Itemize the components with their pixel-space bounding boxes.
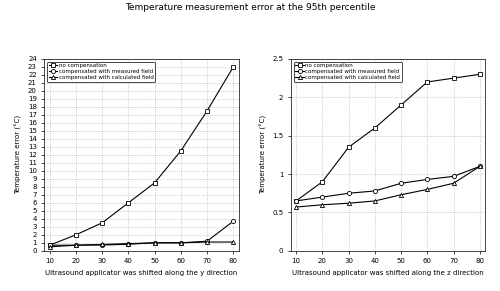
no compensation <box>152 181 158 184</box>
compensated with measured field <box>293 199 299 203</box>
compensated with calculated field <box>99 243 105 246</box>
compensated with measured field <box>477 165 483 168</box>
compensated with calculated field <box>178 241 184 244</box>
compensated with calculated field <box>477 165 483 168</box>
X-axis label: Ultrasound applicator was shifted along the z direction: Ultrasound applicator was shifted along … <box>292 270 484 276</box>
compensated with calculated field <box>372 199 378 203</box>
compensated with measured field <box>320 195 326 199</box>
compensated with measured field <box>230 219 236 223</box>
no compensation <box>204 109 210 113</box>
no compensation <box>178 149 184 153</box>
no compensation <box>372 126 378 130</box>
Y-axis label: Temperature error (°C): Temperature error (°C) <box>15 115 22 194</box>
Text: (A): (A) <box>52 63 66 72</box>
Legend: no compensation, compensated with measured field, compensated with calculated fi: no compensation, compensated with measur… <box>294 62 402 82</box>
compensated with measured field <box>346 191 352 195</box>
no compensation <box>450 77 456 80</box>
Text: Temperature measurement error at the 95th percentile: Temperature measurement error at the 95t… <box>125 3 375 12</box>
no compensation <box>99 221 105 225</box>
compensated with measured field <box>99 243 105 247</box>
Line: compensated with calculated field: compensated with calculated field <box>48 240 236 249</box>
no compensation <box>346 146 352 149</box>
compensated with measured field <box>372 189 378 193</box>
compensated with calculated field <box>230 240 236 244</box>
Line: no compensation: no compensation <box>48 65 236 247</box>
compensated with measured field <box>152 241 158 244</box>
Y-axis label: Temperature error (°C): Temperature error (°C) <box>260 115 266 194</box>
Line: compensated with measured field: compensated with measured field <box>48 219 236 247</box>
no compensation <box>73 233 79 237</box>
Line: no compensation: no compensation <box>294 72 482 203</box>
compensated with measured field <box>46 244 52 247</box>
no compensation <box>398 103 404 107</box>
no compensation <box>126 201 132 205</box>
Legend: no compensation, compensated with measured field, compensated with calculated fi: no compensation, compensated with measur… <box>47 62 156 82</box>
X-axis label: Ultrasound applicator was shifted along the y direction: Ultrasound applicator was shifted along … <box>46 270 238 276</box>
compensated with calculated field <box>398 193 404 196</box>
compensated with calculated field <box>320 203 326 207</box>
no compensation <box>424 80 430 84</box>
compensated with calculated field <box>73 244 79 247</box>
Line: compensated with calculated field: compensated with calculated field <box>294 164 482 209</box>
no compensation <box>477 72 483 76</box>
compensated with measured field <box>398 182 404 185</box>
no compensation <box>293 199 299 203</box>
compensated with measured field <box>424 178 430 181</box>
compensated with measured field <box>450 175 456 178</box>
compensated with calculated field <box>204 240 210 244</box>
compensated with calculated field <box>46 245 52 249</box>
compensated with calculated field <box>152 241 158 244</box>
compensated with measured field <box>178 241 184 244</box>
compensated with calculated field <box>346 201 352 205</box>
compensated with calculated field <box>293 205 299 209</box>
compensated with measured field <box>73 244 79 247</box>
compensated with calculated field <box>424 188 430 191</box>
compensated with calculated field <box>126 242 132 245</box>
no compensation <box>320 180 326 184</box>
compensated with measured field <box>126 242 132 246</box>
Line: compensated with measured field: compensated with measured field <box>294 164 482 203</box>
Text: (B): (B) <box>298 63 312 72</box>
no compensation <box>46 244 52 247</box>
compensated with calculated field <box>450 182 456 185</box>
no compensation <box>230 65 236 69</box>
compensated with measured field <box>204 239 210 243</box>
